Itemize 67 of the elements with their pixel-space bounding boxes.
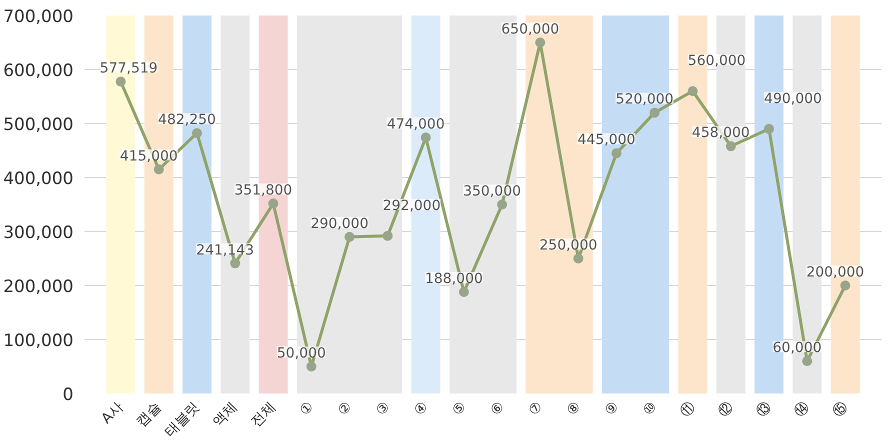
x-tick-label: ⑩ — [640, 398, 660, 420]
point — [764, 124, 774, 134]
data-label: 520,000 — [616, 92, 674, 108]
point — [154, 164, 164, 174]
y-tick-label: 200,000 — [3, 277, 74, 297]
data-label: 241,143 — [196, 242, 254, 258]
y-tick-label: 100,000 — [3, 331, 74, 351]
data-label: 445,000 — [578, 132, 636, 148]
data-label: 200,000 — [806, 264, 864, 280]
point — [840, 280, 850, 290]
point — [573, 254, 584, 264]
data-label: 650,000 — [501, 22, 560, 38]
data-label: 60,000 — [772, 340, 822, 356]
x-tick-label: ④ — [411, 398, 432, 420]
data-label: 490,000 — [764, 90, 822, 107]
x-tick-label: ⑬ — [754, 398, 775, 420]
data-label: 350,000 — [463, 184, 522, 200]
point — [688, 86, 698, 96]
data-label: 188,000 — [424, 270, 483, 287]
data-label: 290,000 — [310, 216, 368, 232]
y-tick-label: 300,000 — [3, 223, 74, 243]
x-tick-label: ⑥ — [488, 398, 508, 420]
x-tick-label: 전체 — [248, 398, 279, 430]
x-tick-label: A사 — [98, 398, 126, 427]
x-tick-label: ⑭ — [792, 398, 813, 420]
x-tick-label: ⑧ — [564, 398, 584, 420]
point — [268, 198, 278, 209]
x-tick-label: ⑤ — [449, 398, 470, 420]
y-tick-label: 400,000 — [3, 169, 74, 189]
point — [116, 76, 126, 87]
point — [344, 232, 355, 242]
point — [230, 258, 240, 268]
point — [650, 108, 660, 118]
x-tick-label: ③ — [373, 398, 394, 420]
data-label: 482,250 — [158, 112, 216, 128]
data-label: 351,800 — [234, 182, 292, 199]
point — [802, 356, 812, 366]
point — [497, 200, 508, 210]
y-tick-label: 0 — [62, 385, 74, 405]
x-tick-label: ⑫ — [715, 398, 737, 420]
data-label: 577,519 — [100, 60, 158, 77]
data-label: 474,000 — [386, 116, 445, 133]
x-tick-label: 액체 — [210, 398, 241, 430]
point — [458, 286, 469, 297]
point — [420, 132, 431, 143]
x-tick-label: ① — [296, 398, 318, 420]
y-tick-label: 700,000 — [3, 7, 74, 27]
data-label: 415,000 — [120, 148, 178, 164]
point — [192, 128, 202, 138]
point — [726, 141, 736, 152]
data-label: 292,000 — [382, 198, 441, 214]
y-tick-label: 600,000 — [3, 61, 74, 81]
data-label: 458,000 — [692, 125, 750, 142]
x-tick-label: ⑨ — [602, 398, 622, 420]
x-tick-label: ② — [335, 398, 356, 420]
point — [535, 38, 546, 48]
x-tick-label: ⑦ — [526, 398, 546, 420]
point — [306, 362, 316, 372]
point — [382, 230, 393, 241]
y-tick-label: 500,000 — [3, 115, 74, 135]
data-label: 560,000 — [688, 53, 746, 70]
data-label: 250,000 — [539, 238, 598, 254]
x-tick-label: ⑮ — [830, 398, 852, 420]
x-tick-label: 캡슐 — [134, 398, 165, 430]
x-tick-label: ⑪ — [677, 398, 698, 420]
data-label: 50,000 — [276, 346, 326, 362]
point — [611, 148, 622, 158]
